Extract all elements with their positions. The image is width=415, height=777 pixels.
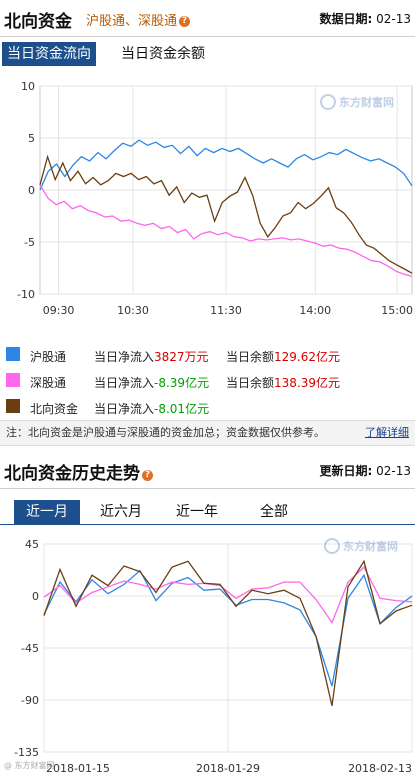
- series-line: [39, 139, 413, 191]
- watermark-text: 东方财富网: [343, 539, 398, 553]
- legend-swatch: [6, 373, 20, 387]
- update-date: 更新日期: 02-13: [319, 464, 411, 478]
- bottom-watermark: @ 东方财富网: [4, 761, 55, 770]
- legend-net-inflow: 当日净流入3827万元: [94, 350, 209, 364]
- tab-one-year[interactable]: 近一年: [176, 504, 218, 520]
- y-tick-label: 10: [21, 80, 35, 93]
- series-line: [43, 566, 413, 624]
- x-tick-label: 10:30: [117, 304, 149, 317]
- watermark: 东方财富网: [320, 94, 394, 110]
- series-line: [39, 184, 413, 277]
- x-tick-label: 15:00: [381, 304, 413, 317]
- x-tick-label: 11:30: [210, 304, 242, 317]
- y-tick-label: 0: [32, 590, 39, 603]
- tab-intraday-balance[interactable]: 当日资金余额: [121, 46, 205, 62]
- intraday-flow-chart: 10 5 0 -5 -10 09:30 10:30 11:30 14:00 15:00 东方财富网: [17, 80, 413, 317]
- legend-swatch: [6, 347, 20, 361]
- legend-balance: 当日余额129.62亿元: [226, 350, 341, 364]
- legend-row: 北向资金 当日净流入-8.01亿元: [0, 394, 415, 420]
- help-icon[interactable]: ?: [179, 16, 191, 27]
- watermark-icon: [324, 538, 340, 554]
- section-subtitle[interactable]: 沪股通、深股通?: [86, 10, 191, 29]
- watermark: 东方财富网: [324, 538, 398, 554]
- tab-six-months[interactable]: 近六月: [100, 504, 142, 520]
- tab-intraday-flow[interactable]: 当日资金流向: [2, 42, 96, 66]
- legend-net-inflow: 当日净流入-8.39亿元: [94, 376, 210, 390]
- y-tick-label: -90: [21, 694, 39, 707]
- section-header-northbound: 北向资金 沪股通、深股通? 数据日期: 02-13: [0, 0, 415, 37]
- intraday-tabs: 当日资金流向 当日资金余额: [0, 42, 415, 66]
- legend-net-inflow: 当日净流入-8.01亿元: [94, 402, 210, 416]
- y-tick-label: -5: [24, 236, 35, 249]
- data-date: 数据日期: 02-13: [319, 12, 411, 26]
- series-line: [39, 154, 413, 274]
- x-tick-label: 14:00: [299, 304, 331, 317]
- section-title: 北向资金历史走势?: [4, 459, 153, 484]
- y-tick-label: -45: [21, 642, 39, 655]
- y-tick-label: -135: [14, 746, 39, 759]
- legend-balance: 当日余额138.39亿元: [226, 376, 341, 390]
- x-tick-label: 2018-02-13: [348, 762, 412, 775]
- legend-row: 深股通 当日净流入-8.39亿元 当日余额138.39亿元: [0, 368, 415, 394]
- help-icon[interactable]: ?: [142, 470, 153, 481]
- note-text: 注：北向资金是沪股通与深股通的资金加总；资金数据仅供参考。: [6, 426, 325, 439]
- legend-series-name: 北向资金: [30, 402, 79, 416]
- legend-series-name: 深股通: [30, 376, 67, 390]
- series-line: [43, 559, 413, 706]
- learn-more-link[interactable]: 了解详细: [365, 426, 409, 439]
- section-header-history: 北向资金历史走势? 更新日期: 02-13: [0, 452, 415, 489]
- x-tick-label: 2018-01-15: [46, 762, 110, 775]
- y-tick-label: -10: [17, 288, 35, 301]
- legend-swatch: [6, 399, 20, 413]
- x-tick-label: 2018-01-29: [196, 762, 260, 775]
- tab-all[interactable]: 全部: [260, 504, 288, 520]
- y-tick-label: 45: [25, 538, 39, 551]
- note-bar: 注：北向资金是沪股通与深股通的资金加总；资金数据仅供参考。 了解详细: [0, 420, 415, 446]
- section-title: 北向资金: [4, 12, 72, 32]
- watermark-icon: [320, 94, 336, 110]
- watermark-text: 东方财富网: [339, 95, 394, 109]
- tab-one-month[interactable]: 近一月: [14, 500, 80, 524]
- x-tick-label: 09:30: [43, 304, 75, 317]
- y-tick-label: 0: [28, 184, 35, 197]
- legend-series-name: 沪股通: [30, 350, 67, 364]
- legend-row: 沪股通 当日净流入3827万元 当日余额129.62亿元: [0, 342, 415, 368]
- series-line: [43, 569, 413, 687]
- y-tick-label: 5: [28, 132, 35, 145]
- history-chart: 45 0 -45 -90 -135 2018-01-15 2018-01-29 2018-02…: [14, 538, 413, 775]
- history-tabs: 近一月 近六月 近一年 全部: [0, 500, 415, 525]
